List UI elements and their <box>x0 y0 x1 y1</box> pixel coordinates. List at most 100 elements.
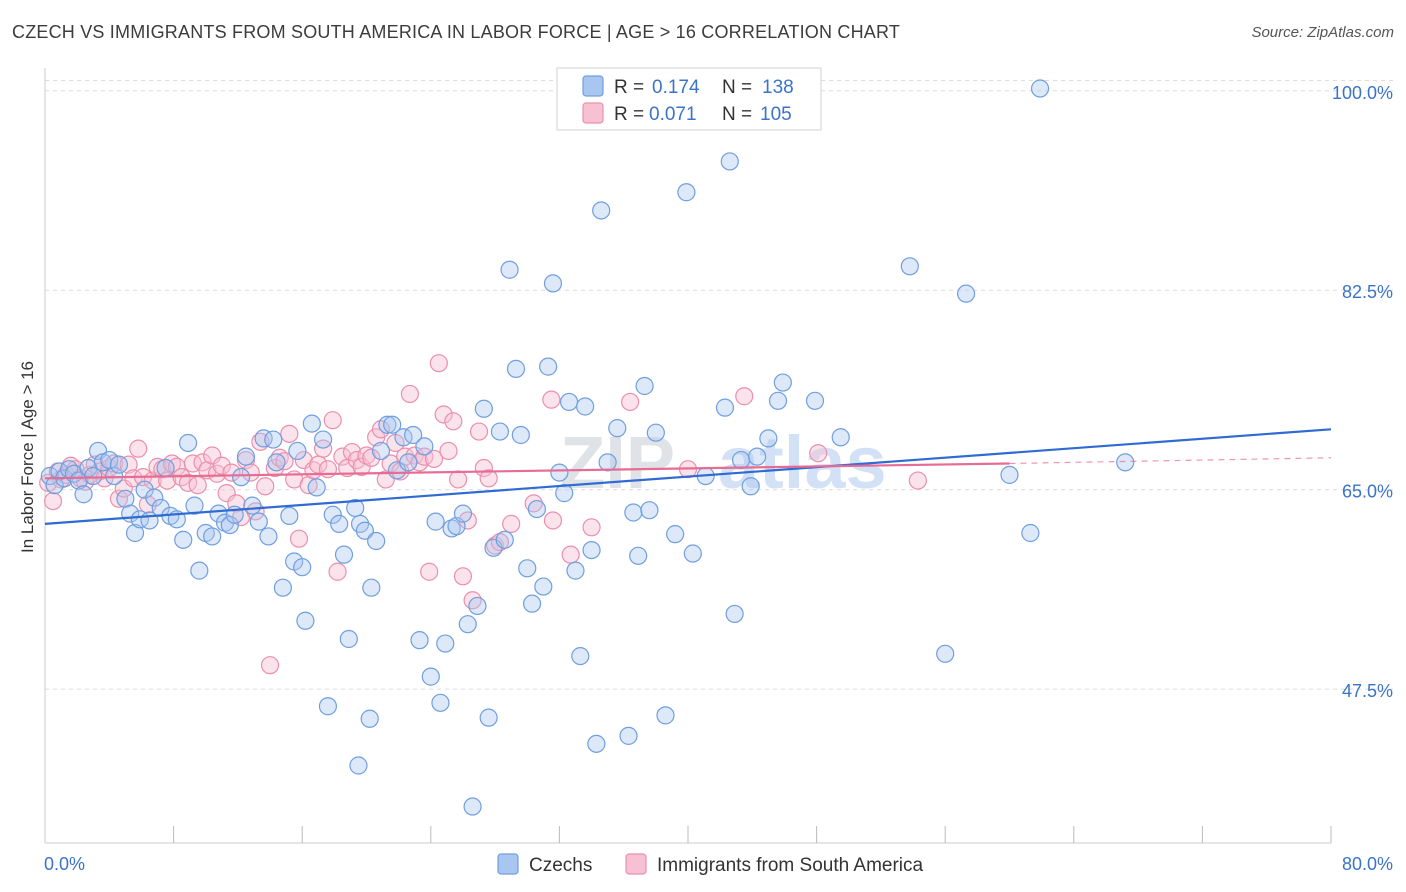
czechs-point <box>307 478 326 497</box>
czechs-point <box>624 503 643 522</box>
immigrants-point <box>809 444 828 463</box>
czechs-point <box>185 496 204 515</box>
czechs-point <box>748 447 767 466</box>
czechs-point <box>619 726 638 745</box>
czechs-point <box>1030 79 1050 98</box>
czechs-point <box>243 496 262 515</box>
czechs-point <box>592 201 611 220</box>
czechs-point <box>203 527 222 546</box>
czechs-point <box>355 521 374 540</box>
czechs-point <box>805 391 825 410</box>
czechs-point <box>313 430 333 449</box>
czechs-point <box>683 544 702 563</box>
immigrants-point <box>357 446 376 465</box>
czechs-point <box>415 437 434 456</box>
czechs-point <box>330 514 349 533</box>
czechs-point <box>69 471 88 490</box>
stats-legend: R = 0.174 N = 138 R = 0.071 N = 105 <box>556 67 822 131</box>
czechs-point <box>190 561 209 580</box>
czechs-point <box>74 485 93 504</box>
czechs-point <box>296 611 315 630</box>
czechs-n-value: 138 <box>762 77 794 98</box>
czechs-point <box>559 392 579 412</box>
immigrants-trendline <box>44 462 1010 480</box>
czechs-point <box>463 797 482 816</box>
czechs-point <box>249 512 268 531</box>
czechs-point <box>534 577 553 596</box>
x-ticks <box>173 826 1332 843</box>
czechs-point <box>582 540 601 560</box>
czechs-point <box>490 422 510 441</box>
legend-immigrants-label: Immigrants from South America <box>657 855 924 876</box>
czechs-point <box>646 423 665 442</box>
czechs-point <box>404 425 423 445</box>
y-tick-label: 82.5% <box>1342 282 1393 302</box>
immigrants-swatch <box>582 102 604 124</box>
czechs-trendline <box>44 428 1332 525</box>
czechs-point <box>360 709 379 728</box>
czechs-point <box>267 453 286 472</box>
czechs-point <box>550 463 569 482</box>
czechs-point <box>125 523 145 543</box>
immigrants-point <box>434 405 453 424</box>
immigrants-point <box>453 567 473 586</box>
czechs-point <box>259 527 278 546</box>
immigrants-point <box>621 392 640 412</box>
czechs-point <box>220 515 239 535</box>
series-legend: Czechs Immigrants from South America <box>497 853 924 876</box>
immigrants-point <box>260 656 280 675</box>
immigrants-point <box>735 387 754 406</box>
immigrants-point <box>420 562 439 581</box>
czechs-point <box>349 756 368 775</box>
czechs-point <box>566 561 585 580</box>
czechs-point <box>479 708 498 727</box>
czechs-point <box>1000 465 1019 484</box>
czechs-point <box>741 477 760 496</box>
czechs-point <box>587 734 606 753</box>
czechs-point <box>831 428 850 447</box>
czechs-point <box>1021 523 1040 543</box>
czechs-point <box>273 578 293 597</box>
czechs-point <box>318 697 338 716</box>
czechs-point <box>527 499 546 519</box>
immigrants-point <box>479 469 498 488</box>
czechs-point <box>339 629 358 649</box>
immigrants-point <box>582 518 601 537</box>
immigrants-point <box>222 463 241 482</box>
immigrants-point <box>469 422 489 441</box>
y-tick-label: 65.0% <box>1342 482 1393 502</box>
czechs-point <box>511 425 530 445</box>
czechs-point <box>178 433 198 453</box>
immigrants-point <box>328 562 347 581</box>
immigrants-point <box>429 354 448 373</box>
czechs-point <box>264 430 283 449</box>
czechs-n-label: N = <box>722 77 752 98</box>
czechs-point <box>635 376 654 396</box>
czechs-point <box>539 357 558 376</box>
immigrants-point <box>256 477 275 496</box>
czechs-point <box>293 558 312 577</box>
chart-title: CZECH VS IMMIGRANTS FROM SOUTH AMERICA I… <box>12 22 901 42</box>
czechs-point <box>442 519 461 538</box>
czechs-point <box>236 447 256 466</box>
immigrants-point <box>524 494 543 513</box>
czechs-point <box>431 693 450 712</box>
czechs-point <box>506 359 526 378</box>
y-tick-label: 47.5% <box>1342 681 1393 701</box>
immigrants-point <box>188 476 207 495</box>
czechs-point <box>232 468 251 487</box>
czechs-point <box>323 505 342 524</box>
czechs-point <box>677 183 696 202</box>
immigrants-point <box>109 489 129 508</box>
source-label: Source: ZipAtlas.com <box>1251 24 1394 41</box>
czechs-swatch <box>582 75 604 97</box>
immigrants-point <box>502 514 521 533</box>
czechs-point <box>522 594 542 613</box>
gridlines <box>45 80 1393 690</box>
immigrants-point <box>124 469 143 488</box>
czechs-point <box>254 429 273 448</box>
immigrants-point <box>333 447 352 466</box>
x-max-label: 80.0% <box>1342 854 1393 874</box>
legend-czechs-swatch <box>497 853 519 875</box>
